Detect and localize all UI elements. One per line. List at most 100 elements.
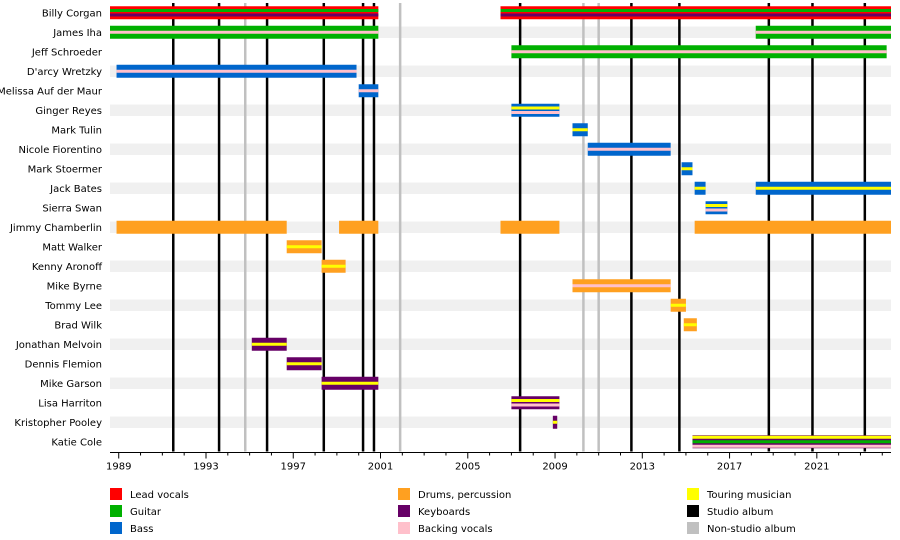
legend-swatch xyxy=(398,488,410,500)
bar-stripe xyxy=(251,342,287,346)
row-band xyxy=(110,182,891,194)
row-band xyxy=(110,338,891,350)
member-label: James Iha xyxy=(52,28,102,39)
bar-stripe xyxy=(511,50,887,54)
legend-item: Drums, percussion xyxy=(398,488,511,501)
row-band xyxy=(110,26,891,38)
member-label: Ginger Reyes xyxy=(35,106,102,117)
bar-stripe xyxy=(511,111,560,114)
member-bar xyxy=(511,45,887,59)
member-bar xyxy=(511,103,560,117)
bar-stripe xyxy=(587,147,671,151)
bar-stripe xyxy=(692,435,891,439)
bar-stripe xyxy=(321,381,379,385)
legend-item: Touring musician xyxy=(687,488,791,501)
bar-stripe xyxy=(500,9,891,12)
bar-stripe xyxy=(705,204,728,207)
bar-stripe xyxy=(755,30,891,34)
bar-stripe xyxy=(572,128,588,132)
bar-main xyxy=(511,103,560,117)
member-label: Jeff Schroeder xyxy=(31,47,103,58)
bar-main xyxy=(694,220,891,234)
member-label: Tommy Lee xyxy=(44,301,102,312)
member-bar xyxy=(321,259,346,273)
member-bar xyxy=(110,6,379,20)
member-label: Nicole Fiorentino xyxy=(19,145,102,156)
x-tick-label: 1989 xyxy=(106,462,131,473)
x-tick-label: 2005 xyxy=(455,462,480,473)
x-tick-label: 2013 xyxy=(630,462,655,473)
bar-main xyxy=(511,396,560,410)
x-tick-label: 1993 xyxy=(193,462,218,473)
bar-stripe xyxy=(286,245,322,249)
bar-stripe xyxy=(500,13,891,17)
bar-main xyxy=(116,220,287,234)
row-band xyxy=(110,377,891,389)
member-bar xyxy=(670,298,686,312)
legend-item: Lead vocals xyxy=(110,488,189,501)
member-label: Matt Walker xyxy=(42,242,103,253)
member-label: Dennis Flemion xyxy=(25,359,102,370)
bar-stripe xyxy=(681,167,693,171)
bar-stripe xyxy=(358,89,379,93)
x-tick-label: 2001 xyxy=(368,462,393,473)
member-bar xyxy=(692,435,891,449)
row-band xyxy=(110,104,891,116)
member-bar xyxy=(587,142,671,156)
member-label: Melissa Auf der Maur xyxy=(0,86,103,97)
bar-stripe xyxy=(692,444,891,448)
member-bar xyxy=(286,357,322,371)
legend-swatch xyxy=(687,488,699,500)
x-tick-label: 2021 xyxy=(804,462,829,473)
member-bar xyxy=(694,181,706,195)
legend-swatch xyxy=(110,488,122,500)
member-bar xyxy=(116,220,287,234)
legend-swatch xyxy=(110,522,122,534)
member-label: Lisa Harriton xyxy=(38,398,102,409)
member-label: Brad Wilk xyxy=(54,320,102,331)
member-bar xyxy=(339,220,379,234)
legend-label: Drums, percussion xyxy=(418,490,511,501)
legend-item: Studio album xyxy=(687,505,773,518)
legend-label: Bass xyxy=(130,524,153,535)
member-label: Kenny Aronoff xyxy=(32,262,103,273)
x-axis: 1989 1993 1997 2001 2005 2009 2013 2017 2021 xyxy=(106,452,891,473)
row-band xyxy=(110,260,891,272)
member-label: D'arcy Wretzky xyxy=(27,67,102,78)
member-label: Katie Cole xyxy=(51,437,102,448)
legend-label: Keyboards xyxy=(418,507,470,518)
bar-stripe xyxy=(692,440,891,444)
row-band xyxy=(110,65,891,77)
row-band xyxy=(110,143,891,155)
bar-main xyxy=(339,220,379,234)
member-bar xyxy=(694,220,891,234)
bar-stripe xyxy=(694,186,706,190)
legend-item: Backing vocals xyxy=(398,522,493,535)
bar-stripe xyxy=(511,403,560,407)
bar-stripe xyxy=(511,399,560,402)
member-bar xyxy=(110,25,379,39)
bar-stripe xyxy=(110,9,379,12)
bar-stripe xyxy=(286,362,322,366)
member-bar xyxy=(755,25,891,39)
member-label: Jimmy Chamberlin xyxy=(9,223,102,234)
member-label: Mark Tulin xyxy=(51,125,102,136)
legend-label: Backing vocals xyxy=(418,524,493,535)
member-bar xyxy=(572,123,588,137)
bar-main xyxy=(500,220,560,234)
bar-stripe xyxy=(755,186,891,190)
legend-swatch xyxy=(687,505,699,517)
legend-item: Non-studio album xyxy=(687,522,796,535)
bar-stripe xyxy=(110,30,379,34)
member-label: Mark Stoermer xyxy=(28,164,103,175)
bar-stripe xyxy=(511,106,560,110)
row-band xyxy=(110,299,891,311)
bar-main xyxy=(500,6,891,20)
bar-stripe xyxy=(572,284,671,288)
legend-label: Touring musician xyxy=(706,490,791,501)
member-label: Mike Byrne xyxy=(47,281,102,292)
member-bar xyxy=(755,181,891,195)
bar-main xyxy=(705,201,728,215)
member-label: Jack Bates xyxy=(49,184,102,195)
